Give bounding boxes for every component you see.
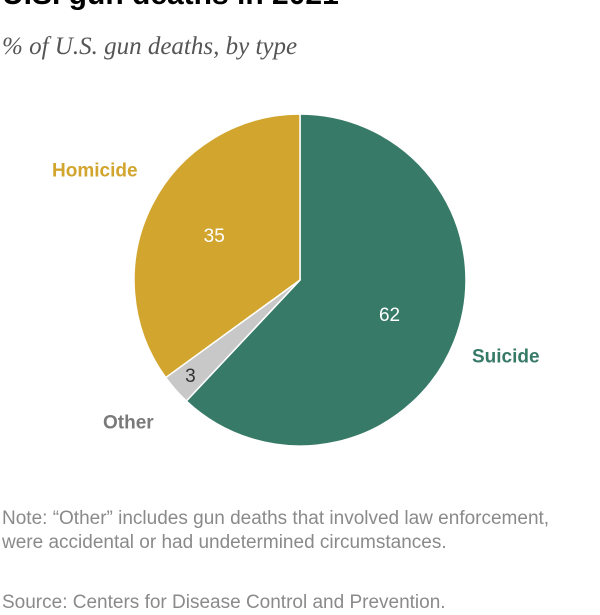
chart-title: U.S. gun deaths in 2021 <box>2 0 339 12</box>
chart-source: Source: Centers for Disease Control and … <box>2 592 446 613</box>
pie-slice-homicide <box>133 113 301 379</box>
pie-category-label-homicide: Homicide <box>52 161 138 182</box>
chart-note: Note: “Other” includes gun deaths that i… <box>2 508 550 553</box>
chart-subtitle: % of U.S. gun deaths, by type <box>2 33 298 60</box>
pie-value-label-homicide: 35 <box>204 226 225 247</box>
pie-category-label-other: Other <box>103 413 154 434</box>
pie-category-label-suicide: Suicide <box>472 347 540 368</box>
pie-chart: 62 Suicide 3 Other 35 Homicide <box>52 113 540 447</box>
pie-slice-suicide <box>185 113 467 447</box>
pie-value-label-suicide: 62 <box>379 305 400 326</box>
pie-value-label-other: 3 <box>185 366 196 387</box>
